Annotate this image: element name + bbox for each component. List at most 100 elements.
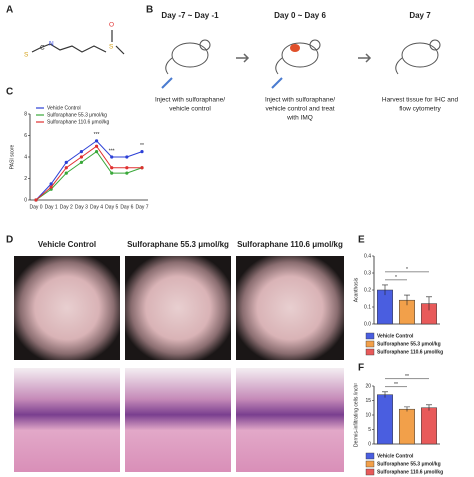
data-point <box>140 150 144 154</box>
caption: Harvest tissue for IHC and <box>382 97 459 104</box>
data-point <box>125 171 129 175</box>
significance: * <box>406 267 408 273</box>
atom: S <box>24 52 29 59</box>
y-tick-label: 0 <box>368 441 371 447</box>
legend-label: Sulforaphane 110.6 μmol/kg <box>377 349 443 355</box>
panel-label: E <box>358 235 365 246</box>
skin-photo <box>236 256 344 360</box>
period: Day 0 ~ Day 6 <box>274 11 326 20</box>
caption: flow cytometry <box>399 106 441 113</box>
histology-photo <box>236 368 344 472</box>
y-tick-label: 10 <box>365 412 371 418</box>
data-point <box>110 171 114 175</box>
image-title: Vehicle Control <box>38 240 96 249</box>
data-point <box>79 160 84 164</box>
histology-photo <box>125 368 231 472</box>
y-tick-label: 0.3 <box>364 270 371 276</box>
legend-swatch <box>365 452 375 460</box>
legend-swatch <box>365 340 375 348</box>
imq-spot <box>290 44 300 52</box>
significance: ** <box>405 374 409 380</box>
y-tick-label: 8 <box>24 111 27 117</box>
y-tick-label: 0.0 <box>364 321 371 327</box>
data-point <box>140 166 144 170</box>
error-bar <box>382 391 388 398</box>
significance: *** <box>94 132 100 138</box>
data-point <box>125 155 129 159</box>
data-point <box>49 182 53 186</box>
legend-label: Vehicle Control <box>47 105 81 111</box>
legend-label: Sulforaphane 110.6 μmol/kg <box>47 119 109 125</box>
y-axis-label: Dermis-infiltrating cells /inch² <box>353 383 359 447</box>
legend-label: Vehicle Control <box>377 333 414 339</box>
x-tick-label: Day 1 <box>45 204 58 210</box>
y-axis-label: Acanthosis <box>353 277 359 302</box>
significance: *** <box>109 148 115 154</box>
legend-swatch <box>365 332 375 340</box>
error-bar <box>426 404 432 411</box>
data-point <box>34 198 38 202</box>
image-title: Sulforaphane 55.3 μmol/kg <box>127 240 229 249</box>
y-tick-label: 0 <box>24 197 27 203</box>
y-tick-label: 5 <box>368 427 371 433</box>
data-point <box>79 150 84 154</box>
error-bar <box>382 284 388 296</box>
atom: N <box>49 41 54 48</box>
significance: ** <box>140 143 144 149</box>
legend-label: Sulforaphane 55.3 μmol/kg <box>377 461 441 467</box>
y-tick-label: 20 <box>365 383 371 389</box>
panel-label: A <box>6 5 13 16</box>
image-title: Sulforaphane 110.6 μmol/kg <box>237 240 343 249</box>
y-tick-label: 0.4 <box>364 253 371 259</box>
data-point <box>94 139 99 143</box>
significance: ** <box>394 382 398 388</box>
panel-label: D <box>6 235 13 246</box>
y-tick-label: 2 <box>24 176 27 182</box>
skin-photo <box>125 256 231 360</box>
y-tick-label: 15 <box>365 398 371 404</box>
data-point <box>125 166 129 170</box>
panel-label: F <box>358 363 364 374</box>
chemical-structure <box>31 30 125 55</box>
caption: vehicle control and treat <box>265 106 334 113</box>
data-point <box>94 150 99 154</box>
x-tick-label: Day 6 <box>120 204 133 210</box>
error-bar <box>404 406 410 412</box>
legend-label: Sulforaphane 110.6 μmol/kg <box>377 469 443 475</box>
atom: O <box>109 22 114 29</box>
period: Day 7 <box>409 11 431 20</box>
x-tick-label: Day 7 <box>135 204 148 210</box>
x-tick-label: Day 5 <box>105 204 118 210</box>
legend-swatch <box>365 460 375 468</box>
data-point <box>110 166 114 170</box>
x-tick-label: Day 3 <box>75 204 88 210</box>
caption: vehicle control <box>169 106 211 113</box>
legend-swatch <box>365 348 375 356</box>
y-tick-label: 4 <box>24 154 27 160</box>
atom: S <box>109 44 114 51</box>
x-tick-label: Day 2 <box>60 204 73 210</box>
data-point <box>49 185 53 189</box>
series-line <box>35 140 143 201</box>
error-bar <box>426 296 432 311</box>
bar <box>399 408 415 445</box>
data-point <box>79 155 84 159</box>
data-point <box>64 171 68 175</box>
caption: Inject with sulforaphane/ <box>265 97 335 104</box>
series-line <box>35 150 143 201</box>
y-axis-label: PASI score <box>9 144 15 169</box>
panel-label: B <box>146 5 153 16</box>
significance: * <box>395 275 397 281</box>
y-tick-label: 0.2 <box>364 287 371 293</box>
bar <box>421 407 437 445</box>
skin-photo <box>14 256 120 360</box>
scheme <box>161 39 441 89</box>
legend-swatch <box>365 468 375 476</box>
histology-photo <box>14 368 120 472</box>
legend-label: Vehicle Control <box>377 453 414 459</box>
x-tick-label: Day 4 <box>90 204 103 210</box>
panel-label: C <box>6 87 13 98</box>
data-point <box>64 160 68 164</box>
data-point <box>94 144 99 148</box>
